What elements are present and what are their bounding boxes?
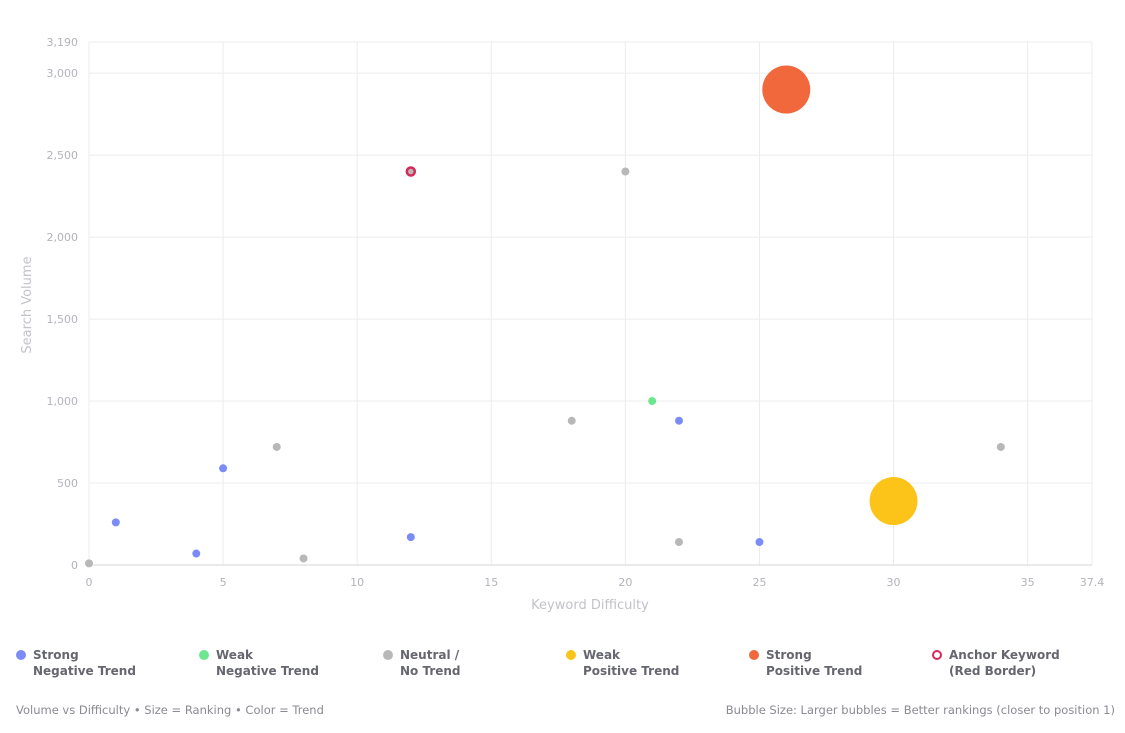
legend-item-weak-negative[interactable]: Weak Negative Trend (199, 647, 319, 679)
footer-description: Volume vs Difficulty • Size = Ranking • … (16, 703, 324, 717)
legend-label-line-2: (Red Border) (949, 664, 1037, 678)
anchor-keyword-point[interactable] (405, 166, 417, 177)
legend-label-line-2: No Trend (400, 664, 461, 678)
data-point[interactable] (869, 477, 918, 526)
legend-label-line-1: Strong (766, 648, 812, 662)
data-point[interactable] (272, 442, 281, 451)
data-point[interactable] (762, 65, 811, 114)
legend-label-line-1: Weak (583, 648, 621, 662)
data-point[interactable] (85, 559, 93, 568)
scatter-chart: 0 5 10 15 20 25 30 35 37.4 0 500 1,000 1,500 2,000 2,5… (20, 36, 1105, 613)
y-tick-label: 1,500 (47, 313, 79, 326)
x-tick-label: 30 (887, 576, 901, 589)
data-point[interactable] (111, 518, 120, 527)
y-tick-label: 500 (57, 477, 78, 490)
grid (88, 41, 1093, 566)
legend: Strong Negative Trend Weak Negative Trend … (0, 647, 1125, 687)
legend-swatch (932, 650, 942, 660)
axes: 0 5 10 15 20 25 30 35 37.4 0 500 1,000 1,500 2,000 2,5… (47, 36, 1105, 589)
x-tick-label: 35 (1021, 576, 1035, 589)
legend-swatch (199, 650, 209, 660)
data-point[interactable] (675, 538, 683, 547)
legend-item-neutral[interactable]: Neutral / No Trend (383, 647, 461, 679)
legend-swatch (383, 650, 393, 660)
legend-label-line-2: Negative Trend (216, 664, 319, 678)
legend-swatch (566, 650, 576, 660)
data-point[interactable] (621, 167, 630, 176)
legend-item-strong-negative[interactable]: Strong Negative Trend (16, 647, 136, 679)
legend-label-line-1: Neutral / (400, 648, 460, 662)
x-tick-label: 20 (618, 576, 632, 589)
legend-label-line-2: Positive Trend (583, 664, 680, 678)
legend-label-line-1: Strong (33, 648, 79, 662)
legend-label-line-1: Weak (216, 648, 254, 662)
data-point[interactable] (567, 416, 576, 425)
data-point[interactable] (192, 549, 201, 558)
data-point[interactable] (755, 538, 764, 547)
y-tick-label: 2,000 (47, 231, 79, 244)
legend-label-line-2: Positive Trend (766, 664, 863, 678)
x-tick-label: 37.4 (1080, 576, 1105, 589)
data-point[interactable] (299, 554, 308, 563)
legend-item-anchor-keyword[interactable]: Anchor Keyword (Red Border) (932, 647, 1060, 679)
x-tick-label: 10 (350, 576, 364, 589)
y-axis-title: Search Volume (20, 256, 35, 353)
legend-label-line-2: Negative Trend (33, 664, 136, 678)
y-tick-label: 0 (71, 559, 78, 572)
data-point[interactable] (406, 533, 415, 542)
legend-item-strong-positive[interactable]: Strong Positive Trend (749, 647, 862, 679)
x-tick-label: 25 (752, 576, 766, 589)
legend-swatch (16, 650, 26, 660)
x-tick-label: 15 (484, 576, 498, 589)
legend-item-weak-positive[interactable]: Weak Positive Trend (566, 647, 679, 679)
data-point[interactable] (648, 397, 657, 406)
data-points (85, 65, 1005, 568)
y-tick-label: 1,000 (47, 395, 79, 408)
x-tick-label: 5 (220, 576, 227, 589)
legend-swatch (749, 650, 759, 660)
y-tick-label: 3,190 (47, 36, 79, 49)
y-tick-label: 2,500 (47, 149, 79, 162)
x-tick-label: 0 (86, 576, 93, 589)
y-tick-label: 3,000 (47, 67, 79, 80)
data-point[interactable] (675, 416, 683, 425)
legend-label-line-1: Anchor Keyword (949, 648, 1060, 662)
data-point[interactable] (996, 442, 1005, 451)
x-axis-title: Keyword Difficulty (531, 598, 649, 613)
footer-bubble-note: Bubble Size: Larger bubbles = Better ran… (725, 703, 1115, 717)
data-point[interactable] (219, 464, 228, 473)
